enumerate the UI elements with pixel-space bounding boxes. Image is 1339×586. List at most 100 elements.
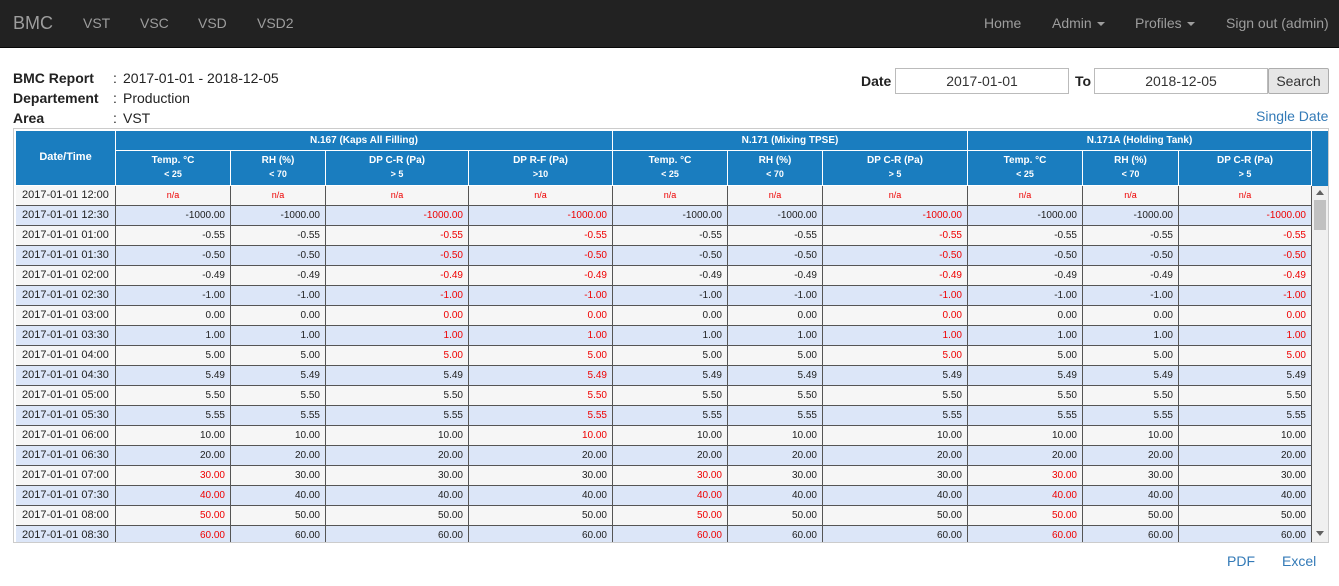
nav-vst[interactable]: VST — [83, 15, 111, 31]
area-label: Area — [13, 110, 45, 126]
table-row[interactable]: 2017-01-01 06:30 20.00 20.00 20.00 20.00 20.0… — [16, 446, 1312, 466]
table-cell: 60.00 — [116, 526, 231, 542]
table-cell: 60.00 — [326, 526, 469, 542]
nav-sign-out[interactable]: Sign out (admin) — [1226, 15, 1329, 31]
table-cell: 40.00 — [823, 486, 968, 506]
colon: : — [113, 90, 117, 106]
table-cell: 40.00 — [116, 486, 231, 506]
column-header-label: Temp. °C — [151, 155, 195, 166]
table-cell: -0.50 — [728, 246, 823, 266]
table-row[interactable]: 2017-01-01 07:00 30.00 30.00 30.00 30.00 30.0… — [16, 466, 1312, 486]
caret-down-icon — [1186, 22, 1195, 27]
row-datetime: 2017-01-01 03:00 — [16, 306, 116, 326]
scroll-down-icon[interactable] — [1316, 531, 1324, 536]
nav-vsd[interactable]: VSD — [198, 15, 227, 31]
nav-admin-label: Admin — [1052, 15, 1092, 31]
table-cell: -1.00 — [231, 286, 326, 306]
table-row[interactable]: 2017-01-01 05:30 5.55 5.55 5.55 5.55 5.55 5.55… — [16, 406, 1312, 426]
table-cell: -1000.00 — [968, 206, 1083, 226]
table-cell: 5.50 — [613, 386, 728, 406]
table-cell: 20.00 — [326, 446, 469, 466]
table-cell: 40.00 — [469, 486, 613, 506]
table-cell: 5.00 — [1179, 346, 1312, 366]
table-cell: 5.49 — [728, 366, 823, 386]
table-cell: -1.00 — [613, 286, 728, 306]
table-row[interactable]: 2017-01-01 02:00 -0.49 -0.49 -0.49 -0.49 -0.4… — [16, 266, 1312, 286]
table-cell: 5.49 — [116, 366, 231, 386]
table-row[interactable]: 2017-01-01 04:30 5.49 5.49 5.49 5.49 5.49 5.49… — [16, 366, 1312, 386]
table-cell: -0.55 — [231, 226, 326, 246]
scrollbar-thumb[interactable] — [1314, 200, 1326, 230]
table-row[interactable]: 2017-01-01 08:30 60.00 60.00 60.00 60.00 60.0… — [16, 526, 1312, 542]
table-cell: 0.00 — [469, 306, 613, 326]
table-row[interactable]: 2017-01-01 07:30 40.00 40.00 40.00 40.00 40.0… — [16, 486, 1312, 506]
single-date-link[interactable]: Single Date — [1256, 108, 1329, 124]
table-row[interactable]: 2017-01-01 01:00 -0.55 -0.55 -0.55 -0.55 -0.5… — [16, 226, 1312, 246]
table-cell: 1.00 — [231, 326, 326, 346]
column-header-limit: < 70 — [1121, 169, 1140, 179]
table-cell: 1.00 — [728, 326, 823, 346]
table-cell: 60.00 — [231, 526, 326, 542]
column-header-label: DP C-R (Pa) — [867, 155, 923, 166]
search-button[interactable]: Search — [1268, 68, 1329, 94]
table-scrollbar[interactable] — [1312, 186, 1328, 542]
nav-vsd2[interactable]: VSD2 — [257, 15, 294, 31]
brand-link[interactable]: BMC — [13, 13, 53, 33]
table-row[interactable]: 2017-01-01 12:00 n/a n/a n/a n/a n/a n/a n/a n/a… — [16, 186, 1312, 206]
table-cell: 1.00 — [326, 326, 469, 346]
report-date-range: 2017-01-01 - 2018-12-05 — [123, 70, 279, 86]
nav-admin-dropdown[interactable]: Admin — [1052, 15, 1105, 31]
table-cell: n/a — [728, 186, 823, 206]
table-row[interactable]: 2017-01-01 04:00 5.00 5.00 5.00 5.00 5.00 5.00… — [16, 346, 1312, 366]
nav-vsc[interactable]: VSC — [140, 15, 169, 31]
column-header-limit: > 5 — [1238, 169, 1252, 179]
group-header: N.167 (Kaps All Filling) — [116, 131, 613, 151]
table-cell: 1.00 — [823, 326, 968, 346]
table-row[interactable]: 2017-01-01 06:00 10.00 10.00 10.00 10.00 10.0… — [16, 426, 1312, 446]
table-cell: -0.55 — [728, 226, 823, 246]
table-cell: 60.00 — [823, 526, 968, 542]
pdf-export-link[interactable]: PDF — [1227, 553, 1255, 569]
table-cell: 0.00 — [1179, 306, 1312, 326]
table-row[interactable]: 2017-01-01 02:30 -1.00 -1.00 -1.00 -1.00 -1.0… — [16, 286, 1312, 306]
table-cell: n/a — [116, 186, 231, 206]
row-datetime: 2017-01-01 12:30 — [16, 206, 116, 226]
table-row[interactable]: 2017-01-01 05:00 5.50 5.50 5.50 5.50 5.50 5.50… — [16, 386, 1312, 406]
row-datetime: 2017-01-01 01:00 — [16, 226, 116, 246]
excel-export-link[interactable]: Excel — [1282, 553, 1317, 569]
table-cell: 5.00 — [613, 346, 728, 366]
table-cell: -0.55 — [469, 226, 613, 246]
table-cell: -1.00 — [1179, 286, 1312, 306]
table-row[interactable]: 2017-01-01 08:00 50.00 50.00 50.00 50.00 50.0… — [16, 506, 1312, 526]
table-cell: 5.49 — [231, 366, 326, 386]
column-header: DP R-F (Pa) >10 — [469, 151, 613, 186]
table-row[interactable]: 2017-01-01 12:30 -1000.00 -1000.00 -1000.00… — [16, 206, 1312, 226]
table-row[interactable]: 2017-01-01 03:00 0.00 0.00 0.00 0.00 0.00 0.00… — [16, 306, 1312, 326]
table-row[interactable]: 2017-01-01 01:30 -0.50 -0.50 -0.50 -0.50 -0.5… — [16, 246, 1312, 266]
date-to-input[interactable]: 2018-12-05 — [1094, 68, 1268, 94]
table-cell: 0.00 — [231, 306, 326, 326]
table-cell: -0.55 — [1083, 226, 1179, 246]
table-cell: -0.49 — [1179, 266, 1312, 286]
row-datetime: 2017-01-01 12:00 — [16, 186, 116, 206]
date-from-input[interactable]: 2017-01-01 — [895, 68, 1069, 94]
table-cell: -0.49 — [231, 266, 326, 286]
nav-home[interactable]: Home — [984, 15, 1022, 31]
column-header: DP C-R (Pa) > 5 — [1179, 151, 1312, 186]
table-cell: n/a — [613, 186, 728, 206]
table-cell: -1.00 — [116, 286, 231, 306]
to-label: To — [1075, 73, 1092, 89]
table-cell: -0.50 — [1179, 246, 1312, 266]
table-cell: 40.00 — [728, 486, 823, 506]
department-value: Production — [123, 90, 190, 106]
table-cell: 50.00 — [1179, 506, 1312, 526]
table-row[interactable]: 2017-01-01 03:30 1.00 1.00 1.00 1.00 1.00 1.00… — [16, 326, 1312, 346]
scroll-up-icon[interactable] — [1316, 190, 1324, 195]
table-body[interactable]: 2017-01-01 12:00 n/a n/a n/a n/a n/a n/a n/a n/a… — [16, 186, 1312, 542]
table-cell: n/a — [326, 186, 469, 206]
table-cell: -0.50 — [231, 246, 326, 266]
table-cell: 40.00 — [231, 486, 326, 506]
row-datetime: 2017-01-01 05:30 — [16, 406, 116, 426]
nav-profiles-dropdown[interactable]: Profiles — [1135, 15, 1195, 31]
row-datetime: 2017-01-01 08:30 — [16, 526, 116, 542]
